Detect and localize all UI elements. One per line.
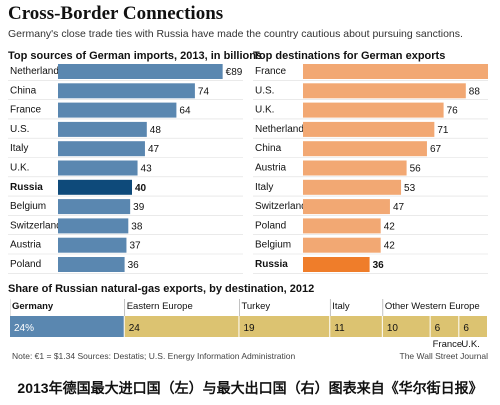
import-bar-belgium xyxy=(58,199,131,215)
import-value-label: 38 xyxy=(131,221,143,232)
gas-category-label: Eastern Europe xyxy=(127,301,193,312)
gas-segment-germany xyxy=(10,316,124,337)
gas-category-label: France xyxy=(433,339,463,350)
import-category-label: Russia xyxy=(10,182,43,193)
import-category-label: France xyxy=(10,105,42,116)
export-category-label: Poland xyxy=(255,220,286,231)
export-category-label: Russia xyxy=(255,259,288,270)
import-value-label: €89 xyxy=(226,67,243,78)
import-value-label: 47 xyxy=(148,144,160,155)
export-bar-netherlands xyxy=(303,121,435,137)
exports-bar-chart: France€100U.S.88U.K.76Netherlands71China… xyxy=(253,64,488,274)
import-value-label: 39 xyxy=(133,202,145,213)
export-category-label: Switzerland xyxy=(255,201,307,212)
export-bar-belgium xyxy=(303,237,381,253)
export-value-label: 71 xyxy=(437,125,449,136)
export-bar-france xyxy=(303,64,488,79)
import-bar-austria xyxy=(58,237,127,253)
gas-segment-u-k- xyxy=(459,316,487,337)
export-category-label: Italy xyxy=(255,182,273,193)
export-value-label: 36 xyxy=(373,260,385,271)
import-category-label: China xyxy=(10,85,37,96)
source-credit: The Wall Street Journal xyxy=(399,351,489,361)
export-category-label: China xyxy=(255,143,282,154)
gas-value-label: 10 xyxy=(387,323,399,334)
import-bar-u-s- xyxy=(58,121,147,137)
gas-share-title: Share of Russian natural-gas exports, by… xyxy=(8,283,315,295)
exports-panel-title: Top destinations for German exports xyxy=(253,50,446,62)
gas-value-label: 24% xyxy=(14,323,34,334)
gas-category-label: Italy xyxy=(332,301,350,312)
export-bar-austria xyxy=(303,160,407,176)
import-category-label: Switzerland xyxy=(10,220,62,231)
export-bar-italy xyxy=(303,179,402,195)
gas-category-label: Turkey xyxy=(241,301,270,312)
export-value-label: 42 xyxy=(384,241,396,252)
import-value-label: 74 xyxy=(198,86,210,97)
import-bar-poland xyxy=(58,257,125,272)
export-value-label: 47 xyxy=(393,202,405,213)
import-bar-france xyxy=(58,102,177,118)
export-category-label: U.K. xyxy=(255,105,274,116)
import-value-label: 37 xyxy=(129,241,141,252)
import-bar-u-k- xyxy=(58,160,138,176)
export-value-label: 88 xyxy=(469,86,481,97)
export-bar-switzerland xyxy=(303,199,390,215)
export-category-label: U.S. xyxy=(255,85,274,96)
import-value-label: 40 xyxy=(135,183,147,194)
import-bar-switzerland xyxy=(58,218,129,234)
export-category-label: Austria xyxy=(255,163,287,174)
export-bar-u-k- xyxy=(303,102,444,118)
export-value-label: 67 xyxy=(430,144,442,155)
gas-value-label: 11 xyxy=(334,323,345,334)
gas-value-label: 19 xyxy=(243,323,255,334)
gas-category-label: Other Western Europe xyxy=(385,301,480,312)
export-category-label: France xyxy=(255,66,287,77)
import-category-label: Poland xyxy=(10,259,41,270)
image-caption: 2013年德国最大进口国（左）与最大出口国（右）图表来自《华尔街日报》 xyxy=(17,380,483,396)
import-bar-netherlands xyxy=(58,64,223,79)
imports-panel-title: Top sources of German imports, 2013, in … xyxy=(8,50,263,62)
import-category-label: Austria xyxy=(10,240,42,251)
export-value-label: 42 xyxy=(384,221,396,232)
gas-category-label: U.K. xyxy=(461,339,479,350)
import-category-label: Netherlands xyxy=(10,66,64,77)
imports-bar-chart: Netherlands €89 China 74 France 64 U.S. 48 Italy… xyxy=(8,64,243,274)
export-value-label: 56 xyxy=(410,164,422,175)
import-value-label: 64 xyxy=(179,106,191,117)
import-category-label: U.S. xyxy=(10,124,29,135)
export-bar-china xyxy=(303,141,427,157)
import-bar-italy xyxy=(58,141,145,157)
export-bar-russia xyxy=(303,257,370,272)
import-category-label: Italy xyxy=(10,143,28,154)
gas-segment-other-western-europe xyxy=(382,316,430,337)
gas-segment-turkey xyxy=(239,316,330,337)
export-category-label: Netherlands xyxy=(255,124,309,135)
footnote: Note: €1 = $1.34 Sources: Destatis; U.S.… xyxy=(12,351,296,361)
gas-value-label: 6 xyxy=(463,323,469,334)
chart-subtitle: Germany's close trade ties with Russia h… xyxy=(8,28,463,40)
import-bar-russia xyxy=(58,179,132,195)
chart-title: Cross-Border Connections xyxy=(8,3,224,24)
export-category-label: Belgium xyxy=(255,240,291,251)
gas-segment-italy xyxy=(330,316,382,337)
import-value-label: 36 xyxy=(128,260,140,271)
gas-value-label: 24 xyxy=(129,323,141,334)
export-value-label: 53 xyxy=(404,183,416,194)
import-value-label: 48 xyxy=(150,125,162,136)
import-category-label: Belgium xyxy=(10,201,46,212)
export-bar-poland xyxy=(303,218,381,234)
gas-segment-france xyxy=(430,316,459,337)
gas-value-label: 6 xyxy=(435,323,441,334)
gas-category-label: Germany xyxy=(12,301,54,312)
export-bar-u-s- xyxy=(303,83,466,99)
gas-share-chart: 24% Germany 24 Eastern Europe 19 Turkey 11 Ital… xyxy=(10,299,487,350)
import-bar-china xyxy=(58,83,195,99)
import-category-label: U.K. xyxy=(10,163,29,174)
gas-segment-eastern-europe xyxy=(124,316,239,337)
export-value-label: 76 xyxy=(447,106,459,117)
import-value-label: 43 xyxy=(141,164,153,175)
